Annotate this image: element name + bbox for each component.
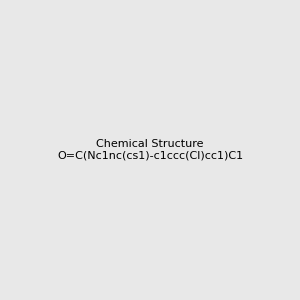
- Text: Chemical Structure
O=C(Nc1nc(cs1)-c1ccc(Cl)cc1)C1: Chemical Structure O=C(Nc1nc(cs1)-c1ccc(…: [57, 139, 243, 161]
